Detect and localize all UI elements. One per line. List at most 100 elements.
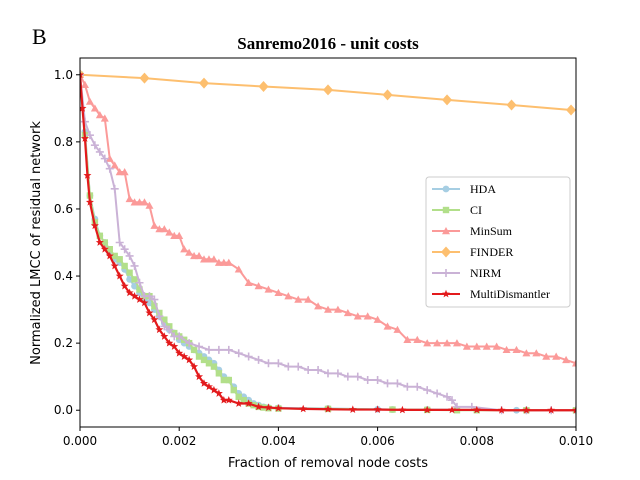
data-point-nirm — [304, 365, 313, 374]
legend-label: FINDER — [470, 245, 513, 259]
data-point-nirm — [353, 372, 362, 381]
data-point-finder — [323, 84, 333, 96]
data-point-ci — [101, 239, 108, 246]
data-point-minsum — [209, 255, 218, 263]
data-point-multidismantler — [160, 332, 169, 340]
data-point-minsum — [110, 161, 119, 169]
data-point-nirm — [423, 386, 432, 395]
data-point-minsum — [403, 335, 412, 343]
data-point-minsum — [180, 245, 189, 253]
data-point-nirm — [90, 141, 99, 150]
data-point-ci — [111, 252, 118, 260]
chart-title: Sanremo2016 - unit costs — [237, 34, 419, 53]
data-point-ci — [210, 363, 218, 370]
data-point-hda — [126, 276, 133, 283]
data-point-multidismantler — [145, 308, 154, 317]
data-point-finder — [139, 72, 150, 84]
axes-frame — [79, 57, 577, 428]
data-point-minsum — [160, 225, 169, 233]
series-finder — [80, 69, 576, 116]
data-point-minsum — [85, 97, 94, 105]
x-tick-label: 0.002 — [162, 434, 196, 448]
data-point-ci — [240, 396, 247, 404]
data-point-nirm — [135, 278, 144, 287]
data-point-multidismantler — [200, 379, 208, 387]
legend-label: MultiDismantler — [470, 287, 550, 301]
panel-label: B — [32, 24, 47, 49]
data-point-multidismantler — [572, 406, 576, 414]
data-point-multidismantler — [209, 385, 218, 394]
data-point-multidismantler — [175, 349, 184, 357]
data-point-multidismantler — [522, 406, 531, 414]
data-point-minsum — [393, 325, 402, 333]
data-point-nirm — [204, 345, 213, 354]
data-point-multidismantler — [373, 405, 382, 413]
data-point-nirm — [373, 376, 382, 385]
data-point-minsum — [125, 194, 134, 203]
data-point-minsum — [165, 228, 174, 236]
data-point-minsum — [443, 339, 452, 347]
data-point-ci — [225, 376, 232, 384]
data-point-finder — [199, 77, 209, 89]
legend-item-minsum: MinSum — [432, 224, 513, 238]
legend-item-finder: FINDER — [432, 245, 513, 259]
data-point-multidismantler — [80, 104, 87, 112]
data-point-minsum — [522, 349, 531, 357]
data-point-minsum — [363, 312, 372, 320]
data-point-multidismantler — [299, 404, 308, 413]
data-point-multidismantler — [244, 399, 253, 407]
data-point-multidismantler — [224, 395, 233, 404]
data-point-nirm — [195, 342, 204, 351]
data-point-nirm — [443, 392, 452, 401]
data-point-nirm — [80, 117, 89, 126]
legend-marker — [442, 185, 450, 193]
data-point-multidismantler — [254, 402, 263, 411]
legend-label: CI — [470, 203, 482, 217]
plot-area — [80, 69, 576, 415]
data-point-nirm — [165, 325, 174, 334]
data-point-minsum — [100, 114, 109, 122]
data-point-nirm — [224, 345, 233, 354]
data-point-minsum — [175, 231, 184, 239]
data-point-multidismantler — [170, 342, 179, 350]
data-point-multidismantler — [165, 338, 174, 347]
data-point-nirm — [120, 245, 129, 254]
legend-item-hda: HDA — [432, 182, 496, 196]
data-point-finder — [506, 99, 517, 111]
legend-marker — [442, 206, 450, 214]
data-point-nirm — [254, 355, 263, 364]
data-point-ci — [215, 370, 223, 377]
data-point-multidismantler — [125, 288, 134, 297]
data-point-nirm — [130, 261, 139, 270]
data-point-multidismantler — [180, 352, 189, 360]
data-point-minsum — [324, 305, 332, 313]
y-tick-label: 0.4 — [54, 269, 73, 283]
data-point-minsum — [383, 322, 392, 330]
data-point-multidismantler — [135, 295, 144, 303]
data-point-multidismantler — [472, 405, 481, 414]
data-point-minsum — [472, 342, 481, 350]
data-point-nirm — [160, 322, 169, 331]
data-point-ci — [136, 286, 143, 293]
data-point-nirm — [448, 396, 456, 405]
data-point-multidismantler — [214, 389, 223, 397]
legend-box — [425, 176, 571, 308]
x-tick-label: 0.000 — [63, 434, 97, 448]
data-point-nirm — [264, 359, 273, 368]
legend-item-ci: CI — [432, 203, 482, 217]
data-point-multidismantler — [547, 406, 556, 414]
data-point-nirm — [110, 184, 119, 193]
legend-label: MinSum — [470, 224, 513, 238]
series-multidismantler — [80, 70, 576, 414]
data-point-ci — [121, 262, 128, 270]
x-tick-label: 0.004 — [261, 434, 295, 448]
data-point-nirm — [185, 339, 194, 348]
data-point-minsum — [140, 198, 149, 206]
series-minsum — [80, 70, 576, 367]
data-point-multidismantler — [95, 238, 104, 246]
data-point-nirm — [80, 70, 84, 79]
data-point-minsum — [105, 154, 114, 162]
data-point-finder — [442, 94, 453, 106]
data-point-nirm — [393, 379, 402, 388]
